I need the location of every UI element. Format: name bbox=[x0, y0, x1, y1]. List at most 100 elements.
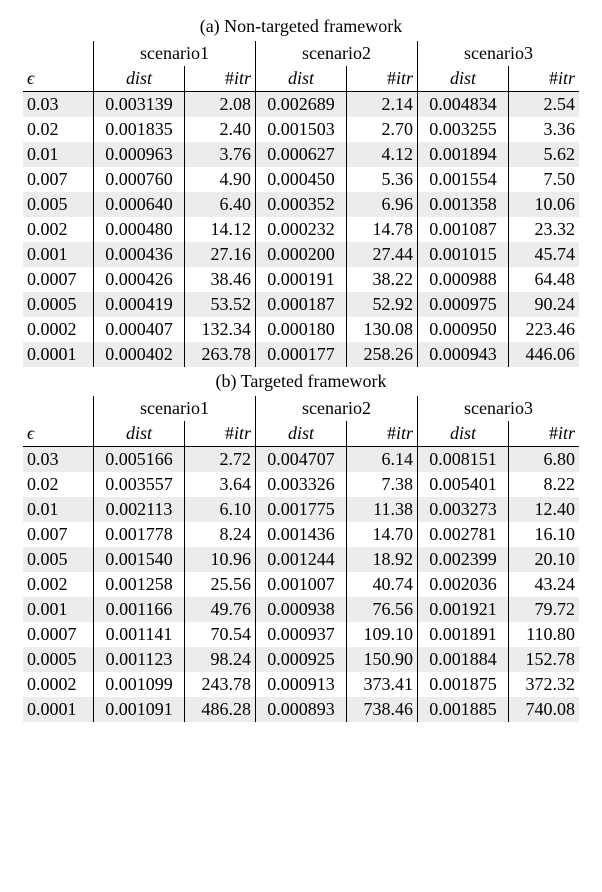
dist-cell: 0.000426 bbox=[94, 267, 185, 292]
table-row: 0.0010.00116649.760.00093876.560.0019217… bbox=[23, 597, 579, 622]
dist-cell: 0.000180 bbox=[256, 317, 347, 342]
eps-cell: 0.03 bbox=[23, 447, 94, 473]
itr-cell: 110.80 bbox=[509, 622, 580, 647]
dist-cell: 0.000480 bbox=[94, 217, 185, 242]
dist-cell: 0.000963 bbox=[94, 142, 185, 167]
eps-cell: 0.01 bbox=[23, 142, 94, 167]
itr-cell: 740.08 bbox=[509, 697, 580, 722]
eps-cell: 0.0005 bbox=[23, 292, 94, 317]
table-row: 0.00070.00114170.540.000937109.100.00189… bbox=[23, 622, 579, 647]
dist-cell: 0.000925 bbox=[256, 647, 347, 672]
itr-cell: 38.46 bbox=[185, 267, 256, 292]
dist-cell: 0.001775 bbox=[256, 497, 347, 522]
itr-cell: 38.22 bbox=[347, 267, 418, 292]
itr-cell: 20.10 bbox=[509, 547, 580, 572]
table-row: 0.010.0021136.100.00177511.380.00327312.… bbox=[23, 497, 579, 522]
itr-cell: 2.08 bbox=[185, 92, 256, 118]
itr-cell: 16.10 bbox=[509, 522, 580, 547]
eps-cell: 0.001 bbox=[23, 242, 94, 267]
itr-cell: 40.74 bbox=[347, 572, 418, 597]
itr-cell: 258.26 bbox=[347, 342, 418, 367]
eps-cell: 0.002 bbox=[23, 217, 94, 242]
table-caption: (b) Targeted framework bbox=[8, 371, 594, 392]
eps-cell: 0.005 bbox=[23, 547, 94, 572]
itr-cell: 10.96 bbox=[185, 547, 256, 572]
itr-cell: 4.12 bbox=[347, 142, 418, 167]
dist-header: dist bbox=[94, 66, 185, 92]
dist-cell: 0.000177 bbox=[256, 342, 347, 367]
itr-cell: 25.56 bbox=[185, 572, 256, 597]
itr-cell: 79.72 bbox=[509, 597, 580, 622]
dist-cell: 0.000640 bbox=[94, 192, 185, 217]
dist-cell: 0.002113 bbox=[94, 497, 185, 522]
itr-cell: 23.32 bbox=[509, 217, 580, 242]
dist-cell: 0.001099 bbox=[94, 672, 185, 697]
dist-cell: 0.001244 bbox=[256, 547, 347, 572]
table-row: 0.0020.00048014.120.00023214.780.0010872… bbox=[23, 217, 579, 242]
header-blank bbox=[23, 41, 94, 66]
dist-cell: 0.000893 bbox=[256, 697, 347, 722]
itr-cell: 12.40 bbox=[509, 497, 580, 522]
table-row: 0.00070.00042638.460.00019138.220.000988… bbox=[23, 267, 579, 292]
eps-cell: 0.0002 bbox=[23, 317, 94, 342]
dist-cell: 0.000938 bbox=[256, 597, 347, 622]
table-row: 0.00020.000407132.340.000180130.080.0009… bbox=[23, 317, 579, 342]
table-row: 0.00010.001091486.280.000893738.460.0018… bbox=[23, 697, 579, 722]
eps-cell: 0.02 bbox=[23, 472, 94, 497]
itr-cell: 14.12 bbox=[185, 217, 256, 242]
dist-cell: 0.002036 bbox=[418, 572, 509, 597]
itr-cell: 7.38 bbox=[347, 472, 418, 497]
eps-header: ϵ bbox=[23, 421, 94, 447]
dist-cell: 0.000407 bbox=[94, 317, 185, 342]
table-caption: (a) Non-targeted framework bbox=[8, 16, 594, 37]
dist-cell: 0.004834 bbox=[418, 92, 509, 118]
table-row: 0.0020.00125825.560.00100740.740.0020364… bbox=[23, 572, 579, 597]
page-root: (a) Non-targeted frameworkscenario1scena… bbox=[8, 16, 594, 722]
dist-cell: 0.001015 bbox=[418, 242, 509, 267]
table-row: 0.020.0035573.640.0033267.380.0054018.22 bbox=[23, 472, 579, 497]
itr-cell: 446.06 bbox=[509, 342, 580, 367]
itr-cell: 150.90 bbox=[347, 647, 418, 672]
itr-cell: 223.46 bbox=[509, 317, 580, 342]
header-blank bbox=[23, 396, 94, 421]
dist-cell: 0.004707 bbox=[256, 447, 347, 473]
scenario-header: scenario1 bbox=[94, 41, 256, 66]
dist-cell: 0.003557 bbox=[94, 472, 185, 497]
itr-header: #itr bbox=[509, 66, 580, 92]
dist-cell: 0.001141 bbox=[94, 622, 185, 647]
eps-cell: 0.007 bbox=[23, 167, 94, 192]
itr-cell: 70.54 bbox=[185, 622, 256, 647]
dist-header: dist bbox=[94, 421, 185, 447]
dist-cell: 0.000975 bbox=[418, 292, 509, 317]
table-row: 0.0070.0007604.900.0004505.360.0015547.5… bbox=[23, 167, 579, 192]
itr-cell: 64.48 bbox=[509, 267, 580, 292]
itr-cell: 76.56 bbox=[347, 597, 418, 622]
scenario-header: scenario1 bbox=[94, 396, 256, 421]
table-row: 0.0050.0006406.400.0003526.960.00135810.… bbox=[23, 192, 579, 217]
eps-cell: 0.005 bbox=[23, 192, 94, 217]
dist-cell: 0.001891 bbox=[418, 622, 509, 647]
dist-cell: 0.001258 bbox=[94, 572, 185, 597]
dist-cell: 0.005166 bbox=[94, 447, 185, 473]
itr-header: #itr bbox=[509, 421, 580, 447]
dist-header: dist bbox=[418, 421, 509, 447]
itr-cell: 6.10 bbox=[185, 497, 256, 522]
dist-header: dist bbox=[256, 66, 347, 92]
itr-cell: 43.24 bbox=[509, 572, 580, 597]
table-row: 0.0050.00154010.960.00124418.920.0023992… bbox=[23, 547, 579, 572]
dist-cell: 0.001884 bbox=[418, 647, 509, 672]
dist-cell: 0.008151 bbox=[418, 447, 509, 473]
itr-cell: 738.46 bbox=[347, 697, 418, 722]
dist-cell: 0.000232 bbox=[256, 217, 347, 242]
scenario-header: scenario2 bbox=[256, 396, 418, 421]
itr-cell: 372.32 bbox=[509, 672, 580, 697]
dist-cell: 0.001087 bbox=[418, 217, 509, 242]
table-row: 0.00010.000402263.780.000177258.260.0009… bbox=[23, 342, 579, 367]
itr-cell: 2.72 bbox=[185, 447, 256, 473]
table-row: 0.00050.00112398.240.000925150.900.00188… bbox=[23, 647, 579, 672]
dist-cell: 0.001166 bbox=[94, 597, 185, 622]
itr-cell: 14.70 bbox=[347, 522, 418, 547]
scenario-header: scenario3 bbox=[418, 396, 580, 421]
itr-cell: 45.74 bbox=[509, 242, 580, 267]
itr-cell: 152.78 bbox=[509, 647, 580, 672]
